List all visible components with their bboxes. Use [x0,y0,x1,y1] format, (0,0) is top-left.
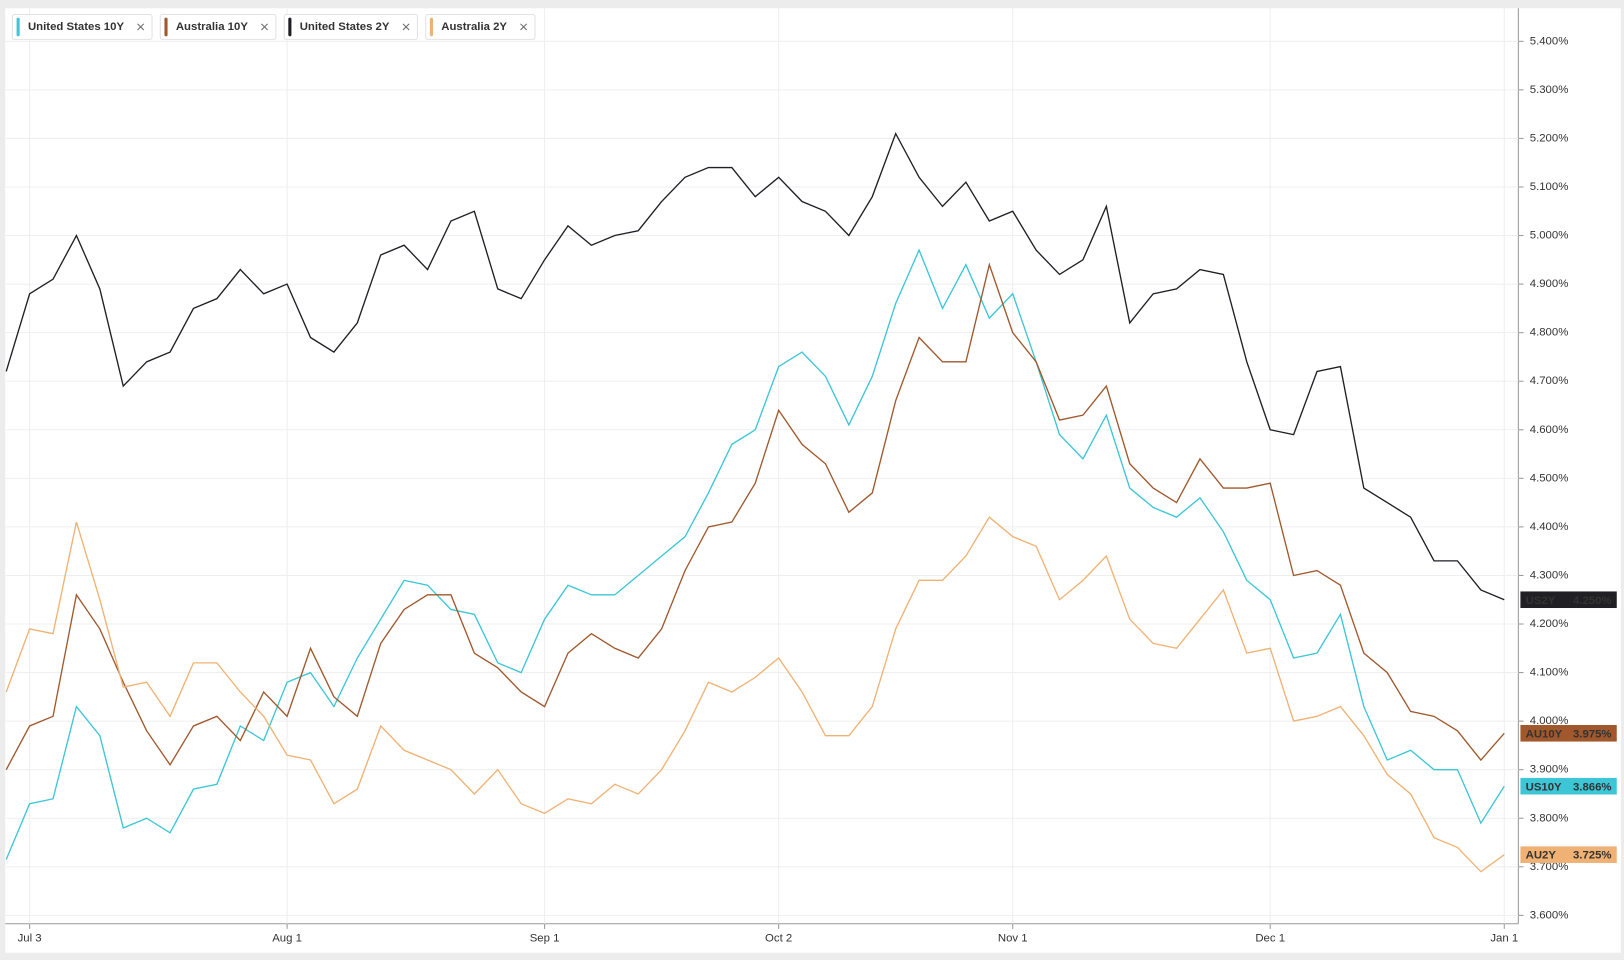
y-tick-label: 4.400% [1530,521,1569,533]
legend-label: Australia 10Y [176,21,248,33]
y-tick-label: 5.400% [1530,35,1569,47]
y-tick-label: 3.900% [1530,764,1569,776]
legend-box [11,13,153,40]
price-tag [1520,591,1617,609]
y-tick-label: 3.700% [1530,861,1569,873]
series-line [5,516,1505,873]
legend-box [283,13,418,40]
legend-label: Australia 2Y [441,21,507,33]
legend-box [159,13,277,40]
x-tick-label: Aug 1 [272,932,302,944]
x-tick-label: Jan 1 [1490,932,1518,944]
legend-swatch [288,17,292,37]
legend-item[interactable]: Australia 2Y [425,13,536,40]
x-tick-label: Oct 2 [765,932,792,944]
axes: 3.600% 3.700% 3.800% 3.900% 4.000% 4.100% 4.20… [18,35,1617,944]
legend-swatch [16,17,20,37]
y-tick-label: 5.000% [1530,230,1569,242]
price-tag-name: US10Y [1526,781,1562,793]
price-tag-value: 3.866% [1573,781,1612,793]
x-tick-label: Dec 1 [1255,932,1285,944]
y-tick-label: 4.000% [1530,715,1569,727]
price-tag-value: 4.250% [1573,595,1612,607]
y-tick-label: 4.900% [1530,278,1569,290]
price-tag-name: AU2Y [1526,850,1557,862]
legend-item[interactable]: United States 10Y [11,13,153,40]
y-tick-label: 5.100% [1530,181,1569,193]
legend-box [425,13,536,40]
legend-item[interactable]: Australia 10Y [159,13,277,40]
y-tick-label: 4.500% [1530,472,1569,484]
y-tick-label: 4.800% [1530,327,1569,339]
legend-item[interactable]: United States 2Y [283,13,418,40]
price-tag-name: US2Y [1526,595,1556,607]
y-tick-label: 3.600% [1530,909,1569,921]
legend-close[interactable] [402,23,410,31]
legend: United States 10Y Australia 10Y United Sta… [11,13,536,40]
grid [5,8,1519,924]
price-tag [1520,724,1617,742]
y-tick-label: 5.200% [1530,132,1569,144]
legend-close[interactable] [137,23,145,31]
x-tick-label: Jul 3 [18,932,42,944]
legend-label: United States 10Y [28,21,125,33]
y-tick-label: 4.300% [1530,569,1569,581]
legend-label: United States 2Y [300,21,390,33]
y-tick-label: 4.200% [1530,618,1569,630]
price-tag-value: 3.975% [1573,728,1612,740]
x-tick-label: Sep 1 [530,932,560,944]
chart-area [5,8,1621,953]
price-tag [1520,777,1617,795]
legend-swatch [164,17,168,37]
y-tick-label: 4.700% [1530,375,1569,387]
price-tag-value: 3.725% [1573,850,1612,862]
legend-close[interactable] [261,23,268,31]
lines [5,131,1505,873]
series-line [5,131,1505,601]
price-tag-name: AU10Y [1526,728,1563,740]
y-tick-label: 4.600% [1530,424,1569,436]
price-tag [1520,846,1617,863]
y-tick-label: 4.100% [1530,667,1569,679]
y-tick-label: 3.800% [1530,812,1569,824]
series-line [5,248,1505,860]
x-tick-label: Nov 1 [998,932,1028,944]
legend-swatch [429,17,433,37]
legend-close[interactable] [520,23,528,31]
y-tick-label: 5.300% [1530,84,1569,96]
